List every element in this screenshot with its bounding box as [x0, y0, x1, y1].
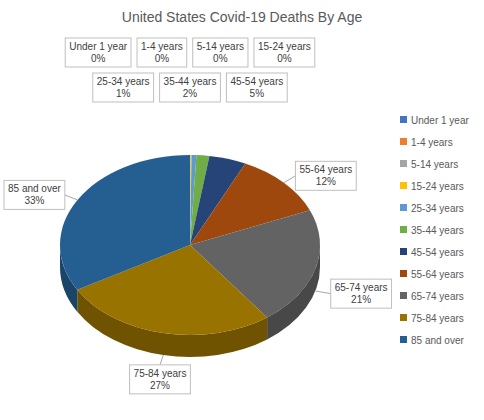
plot-area — [60, 155, 320, 357]
leader-line — [65, 195, 78, 200]
chart-title: United States Covid-19 Deaths By Age — [122, 9, 363, 25]
legend-label: 15-24 years — [411, 181, 464, 192]
data-label-value: 21% — [351, 294, 371, 305]
data-label: 15-24 years0% — [254, 38, 315, 67]
legend-item: 25-34 years — [400, 203, 464, 214]
data-label-value: 33% — [24, 195, 44, 206]
legend-label: 75-84 years — [411, 313, 464, 324]
data-label-value: 12% — [316, 176, 336, 187]
data-label-box — [130, 365, 191, 394]
legend-item: Under 1 year — [400, 115, 469, 126]
legend-item: 35-44 years — [400, 225, 464, 236]
legend-label: 1-4 years — [411, 137, 453, 148]
data-label: 5-14 years0% — [193, 38, 248, 67]
legend-item: 75-84 years — [400, 313, 464, 324]
legend-swatch — [400, 270, 407, 277]
data-label-box — [160, 73, 221, 102]
pie-top — [60, 155, 320, 335]
data-labels: Under 1 year0%1-4 years0%5-14 years0%15-… — [4, 38, 392, 394]
legend-label: 85 and over — [411, 335, 464, 346]
leader-line — [315, 291, 330, 294]
data-label: 45-54 years5% — [226, 73, 287, 102]
legend-swatch — [400, 248, 407, 255]
legend-item: 1-4 years — [400, 137, 453, 148]
legend-label: 25-34 years — [411, 203, 464, 214]
data-label-value: 5% — [250, 88, 265, 99]
legend: Under 1 year 1-4 years 5-14 years 15-24 yea… — [400, 115, 469, 346]
data-label-category: 35-44 years — [164, 76, 217, 87]
data-label-value: 0% — [213, 53, 228, 64]
data-label-value: 0% — [155, 53, 170, 64]
legend-swatch — [400, 116, 407, 123]
legend-swatch — [400, 314, 407, 321]
data-label-category: 75-84 years — [134, 368, 187, 379]
data-label-box — [137, 38, 187, 67]
data-label-box — [226, 73, 287, 102]
data-label-value: 0% — [91, 53, 106, 64]
data-label-box — [295, 161, 356, 190]
data-label: 35-44 years2% — [160, 73, 221, 102]
data-label-value: 0% — [277, 53, 292, 64]
data-label: 25-34 years1% — [93, 73, 154, 102]
data-label: 65-74 years21% — [331, 279, 392, 308]
data-label-category: 15-24 years — [258, 41, 311, 52]
legend-label: 45-54 years — [411, 247, 464, 258]
data-label-category: 85 and over — [8, 183, 61, 194]
data-label-category: Under 1 year — [69, 41, 127, 52]
legend-swatch — [400, 292, 407, 299]
legend-label: 35-44 years — [411, 225, 464, 236]
leader-line — [160, 355, 163, 365]
data-label-box — [4, 180, 65, 209]
data-label-box — [193, 38, 248, 67]
legend-swatch — [400, 226, 407, 233]
leader-line — [284, 176, 296, 183]
data-label-category: 65-74 years — [335, 282, 388, 293]
legend-label: Under 1 year — [411, 115, 469, 126]
data-label: 1-4 years0% — [137, 38, 187, 67]
legend-item: 55-64 years — [400, 269, 464, 280]
data-label-value: 27% — [150, 380, 170, 391]
data-label-box — [254, 38, 315, 67]
data-label-category: 1-4 years — [141, 41, 183, 52]
legend-item: 85 and over — [400, 335, 464, 346]
data-label-box — [65, 38, 131, 67]
data-label-value: 1% — [116, 88, 131, 99]
legend-swatch — [400, 336, 407, 343]
data-label-box — [93, 73, 154, 102]
legend-label: 5-14 years — [411, 159, 458, 170]
legend-item: 15-24 years — [400, 181, 464, 192]
data-label-category: 5-14 years — [197, 41, 244, 52]
legend-swatch — [400, 160, 407, 167]
data-label: 75-84 years27% — [130, 365, 191, 394]
legend-label: 55-64 years — [411, 269, 464, 280]
legend-item: 65-74 years — [400, 291, 464, 302]
legend-swatch — [400, 182, 407, 189]
data-label-value: 2% — [183, 88, 198, 99]
data-label-category: 45-54 years — [230, 76, 283, 87]
data-label: Under 1 year0% — [65, 38, 131, 67]
data-label-category: 55-64 years — [299, 164, 352, 175]
legend-item: 45-54 years — [400, 247, 464, 258]
chart: United States Covid-19 Deaths By Age Unde… — [0, 0, 484, 420]
data-label: 85 and over33% — [4, 180, 65, 209]
legend-swatch — [400, 138, 407, 145]
pie-slice — [60, 155, 190, 290]
legend-swatch — [400, 204, 407, 211]
legend-label: 65-74 years — [411, 291, 464, 302]
data-label-box — [331, 279, 392, 308]
data-label-category: 25-34 years — [97, 76, 150, 87]
legend-item: 5-14 years — [400, 159, 458, 170]
data-label: 55-64 years12% — [295, 161, 356, 190]
